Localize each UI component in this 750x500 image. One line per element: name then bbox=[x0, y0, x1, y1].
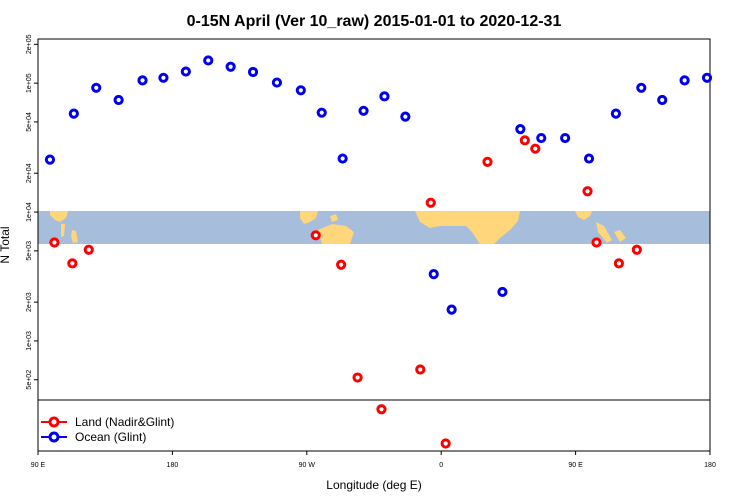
land-point bbox=[482, 156, 493, 167]
land-point bbox=[613, 258, 625, 269]
legend-ocean-label: Ocean (Glint) bbox=[75, 430, 146, 444]
legend-land-marker bbox=[48, 416, 60, 428]
y-axis-label: N Total bbox=[0, 226, 12, 263]
y-tick-label: 2e+04 bbox=[26, 163, 33, 183]
ocean-point bbox=[91, 82, 102, 93]
legend-land-label: Land (Nadir&Glint) bbox=[75, 415, 174, 429]
ocean-point bbox=[180, 66, 191, 77]
x-axis-label: Longitude (deg E) bbox=[326, 478, 421, 492]
ocean-point bbox=[701, 72, 713, 83]
y-tick-label: 2e+03 bbox=[26, 292, 33, 312]
land-point bbox=[352, 372, 363, 383]
ocean-point bbox=[497, 286, 508, 298]
ocean-point bbox=[400, 111, 411, 122]
y-tick-label: 1e+05 bbox=[26, 73, 33, 93]
ocean-point bbox=[446, 304, 457, 315]
land-point bbox=[415, 364, 426, 375]
ocean-point bbox=[610, 108, 622, 119]
x-axis: 90 E 180 90 W 0 90 E 180 bbox=[31, 451, 716, 469]
land-point bbox=[336, 259, 347, 270]
chart-title: 0-15N April (Ver 10_raw) 2015-01-01 to 2… bbox=[187, 13, 562, 30]
ocean-point bbox=[358, 105, 369, 116]
legend: Land (Nadir&Glint) Ocean (Glint) bbox=[41, 415, 174, 444]
land-point bbox=[310, 230, 321, 241]
x-tick-label: 90 E bbox=[568, 462, 583, 469]
land-point bbox=[591, 237, 602, 248]
legend-ocean-marker bbox=[48, 431, 60, 443]
plot-frame bbox=[37, 38, 711, 452]
ocean-point bbox=[379, 91, 390, 102]
land-point bbox=[83, 244, 94, 255]
ocean-point bbox=[225, 61, 236, 72]
x-tick-label: 0 bbox=[439, 462, 443, 469]
ocean-point bbox=[636, 82, 647, 93]
y-tick-label: 5e+03 bbox=[26, 241, 33, 261]
map-band bbox=[38, 211, 710, 244]
y-tick-label: 2e+05 bbox=[26, 34, 33, 54]
y-tick-label: 5e+02 bbox=[26, 370, 33, 390]
x-tick-label: 90 W bbox=[299, 462, 316, 469]
ocean-point bbox=[295, 85, 306, 96]
data-points bbox=[44, 55, 713, 449]
y-axis: 5e+02 1e+03 2e+03 5e+03 1e+04 2e+04 5e+04 1e+05… bbox=[26, 34, 38, 390]
ocean-point bbox=[137, 75, 148, 86]
land-point bbox=[631, 244, 642, 255]
y-tick-label: 5e+04 bbox=[26, 112, 33, 132]
land-point bbox=[67, 258, 78, 269]
land-point bbox=[530, 143, 541, 154]
ocean-point bbox=[68, 108, 79, 119]
land-point bbox=[376, 404, 387, 415]
ocean-point bbox=[679, 75, 690, 86]
x-tick-label: 180 bbox=[167, 462, 179, 469]
ocean-point bbox=[515, 123, 526, 135]
ocean-point bbox=[271, 77, 283, 88]
land-point bbox=[49, 237, 60, 248]
ocean-point bbox=[113, 94, 124, 106]
ocean-point bbox=[203, 55, 214, 66]
ocean-point bbox=[337, 153, 348, 164]
ocean-point bbox=[247, 66, 259, 78]
land-point bbox=[440, 438, 451, 449]
ocean-point bbox=[428, 269, 439, 280]
ocean-point bbox=[536, 132, 547, 144]
land-point bbox=[582, 186, 593, 197]
ocean-point bbox=[316, 107, 327, 118]
ocean-point bbox=[583, 153, 595, 164]
ocean-point bbox=[158, 72, 169, 83]
x-tick-label: 90 E bbox=[31, 462, 46, 469]
land-point bbox=[425, 197, 436, 208]
ocean-point bbox=[657, 94, 668, 106]
ocean-point bbox=[560, 132, 571, 144]
ocean-point bbox=[44, 154, 56, 165]
y-tick-label: 1e+03 bbox=[26, 331, 33, 351]
x-tick-label: 180 bbox=[704, 462, 716, 469]
land-point bbox=[519, 135, 530, 146]
y-tick-label: 1e+04 bbox=[26, 202, 33, 222]
